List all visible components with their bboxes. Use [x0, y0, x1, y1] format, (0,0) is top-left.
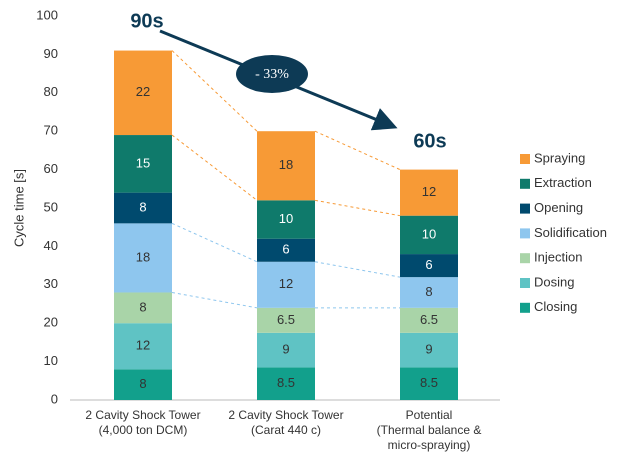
legend-label: Closing — [534, 299, 577, 314]
legend-label: Injection — [534, 250, 582, 265]
bar-segment — [257, 200, 315, 239]
y-tick-label: 90 — [44, 46, 58, 61]
connector — [314, 199, 401, 217]
value-label: 12 — [136, 338, 150, 353]
bar-segment — [400, 277, 458, 308]
connector — [171, 222, 258, 263]
legend-label: Extraction — [534, 175, 592, 190]
legend-label: Opening — [534, 200, 583, 215]
connector — [171, 291, 258, 309]
legend-swatch — [520, 278, 530, 288]
legend-swatch — [520, 302, 530, 313]
x-tick-label-line: (Thermal balance & — [377, 423, 482, 437]
value-label: 8 — [139, 376, 146, 391]
value-label: 9 — [425, 342, 432, 357]
bar-segment — [400, 254, 458, 278]
legend-swatch — [520, 203, 530, 214]
x-tick-label: 2 Cavity Shock Tower (Carat 440 c) — [228, 408, 343, 437]
bar-segment — [400, 367, 458, 400]
x-tick-label-line: (4,000 ton DCM) — [99, 423, 188, 437]
value-label: 8.5 — [277, 375, 295, 390]
value-label: 8 — [425, 284, 432, 299]
bar-segment — [114, 369, 172, 400]
legend-label: Dosing — [534, 274, 574, 289]
legend-swatch — [520, 154, 530, 164]
connector — [314, 130, 401, 171]
y-axis-label: Cycle time [s] — [11, 169, 26, 247]
value-label: 9 — [282, 342, 289, 357]
y-tick-label: 40 — [44, 238, 58, 253]
connector — [314, 261, 401, 278]
bar-segment — [257, 131, 315, 201]
x-tick-label-line: 2 Cavity Shock Tower — [228, 408, 343, 422]
bar-segment — [114, 50, 172, 136]
value-label: 15 — [136, 155, 150, 170]
bar-segment — [114, 292, 172, 324]
bar-segment — [257, 261, 315, 308]
value-label: 22 — [136, 84, 150, 99]
bar-segment — [400, 169, 458, 216]
value-label: 10 — [279, 211, 293, 226]
bar-segment — [257, 307, 315, 333]
annotation: - 33% — [255, 67, 289, 82]
y-tick-label: 10 — [44, 353, 58, 368]
annotation: 90s — [130, 10, 163, 32]
legend-label: Solidification — [534, 225, 607, 240]
y-tick-label: 20 — [44, 315, 58, 330]
legend-swatch — [520, 228, 530, 239]
y-tick-label: 80 — [44, 84, 58, 99]
x-tick-label: 2 Cavity Shock Tower (4,000 ton DCM) — [85, 408, 200, 437]
y-tick-label: 30 — [44, 276, 58, 291]
bar-segment — [257, 367, 315, 400]
value-label: 6 — [425, 257, 432, 272]
legend-swatch — [520, 178, 530, 189]
bar-segment — [114, 192, 172, 224]
value-label: 18 — [136, 249, 150, 264]
x-tick-label-line: 2 Cavity Shock Tower — [85, 408, 200, 422]
bar-segment — [400, 215, 458, 255]
y-tick-label: 70 — [44, 123, 58, 138]
y-tick-label: 100 — [36, 7, 58, 22]
x-tick-label-line: Potential — [406, 408, 453, 422]
bar-segment — [114, 323, 172, 370]
legend-swatch — [520, 253, 530, 264]
value-label: 6.5 — [420, 312, 438, 327]
value-label: 18 — [279, 157, 293, 172]
value-label: 6 — [282, 242, 289, 257]
x-tick-label: Potential (Thermal balance & micro-sprayin… — [377, 408, 482, 452]
value-label: 8.5 — [420, 375, 438, 390]
legend-label: Spraying — [534, 150, 585, 165]
value-label: 12 — [422, 184, 436, 199]
value-label: 6.5 — [277, 312, 295, 327]
value-label: 8 — [139, 299, 146, 314]
bar-segment — [257, 238, 315, 262]
connector — [171, 50, 258, 132]
bar-segment — [114, 223, 172, 293]
bar-segment — [114, 135, 172, 193]
x-tick-label-line: (Carat 440 c) — [251, 423, 321, 437]
value-label: 12 — [279, 276, 293, 291]
y-tick-label: 50 — [44, 199, 58, 214]
y-tick-label: 0 — [51, 391, 58, 406]
y-tick-label: 60 — [44, 161, 58, 176]
value-label: 8 — [139, 199, 146, 214]
bar-segment — [400, 307, 458, 333]
x-tick-label-line: micro-spraying) — [388, 438, 471, 452]
badge — [236, 55, 308, 93]
bar-segment — [257, 332, 315, 368]
bar-segment — [400, 332, 458, 368]
value-label: 10 — [422, 226, 436, 241]
connector — [171, 134, 258, 201]
annotation: 60s — [413, 130, 446, 152]
